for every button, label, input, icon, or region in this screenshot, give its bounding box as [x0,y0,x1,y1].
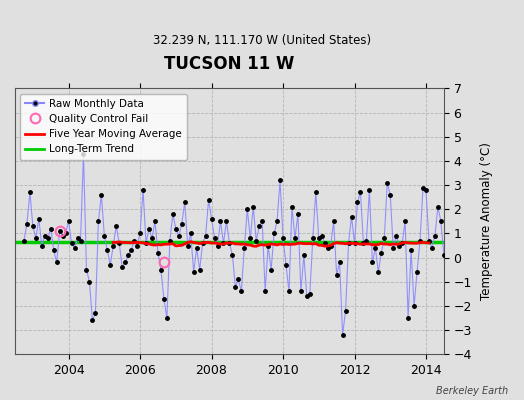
Text: 32.239 N, 111.170 W (United States): 32.239 N, 111.170 W (United States) [153,34,371,47]
Legend: Raw Monthly Data, Quality Control Fail, Five Year Moving Average, Long-Term Tren: Raw Monthly Data, Quality Control Fail, … [20,94,188,160]
Text: Berkeley Earth: Berkeley Earth [436,386,508,396]
Title: TUCSON 11 W: TUCSON 11 W [164,55,294,73]
Y-axis label: Temperature Anomaly (°C): Temperature Anomaly (°C) [481,142,493,300]
